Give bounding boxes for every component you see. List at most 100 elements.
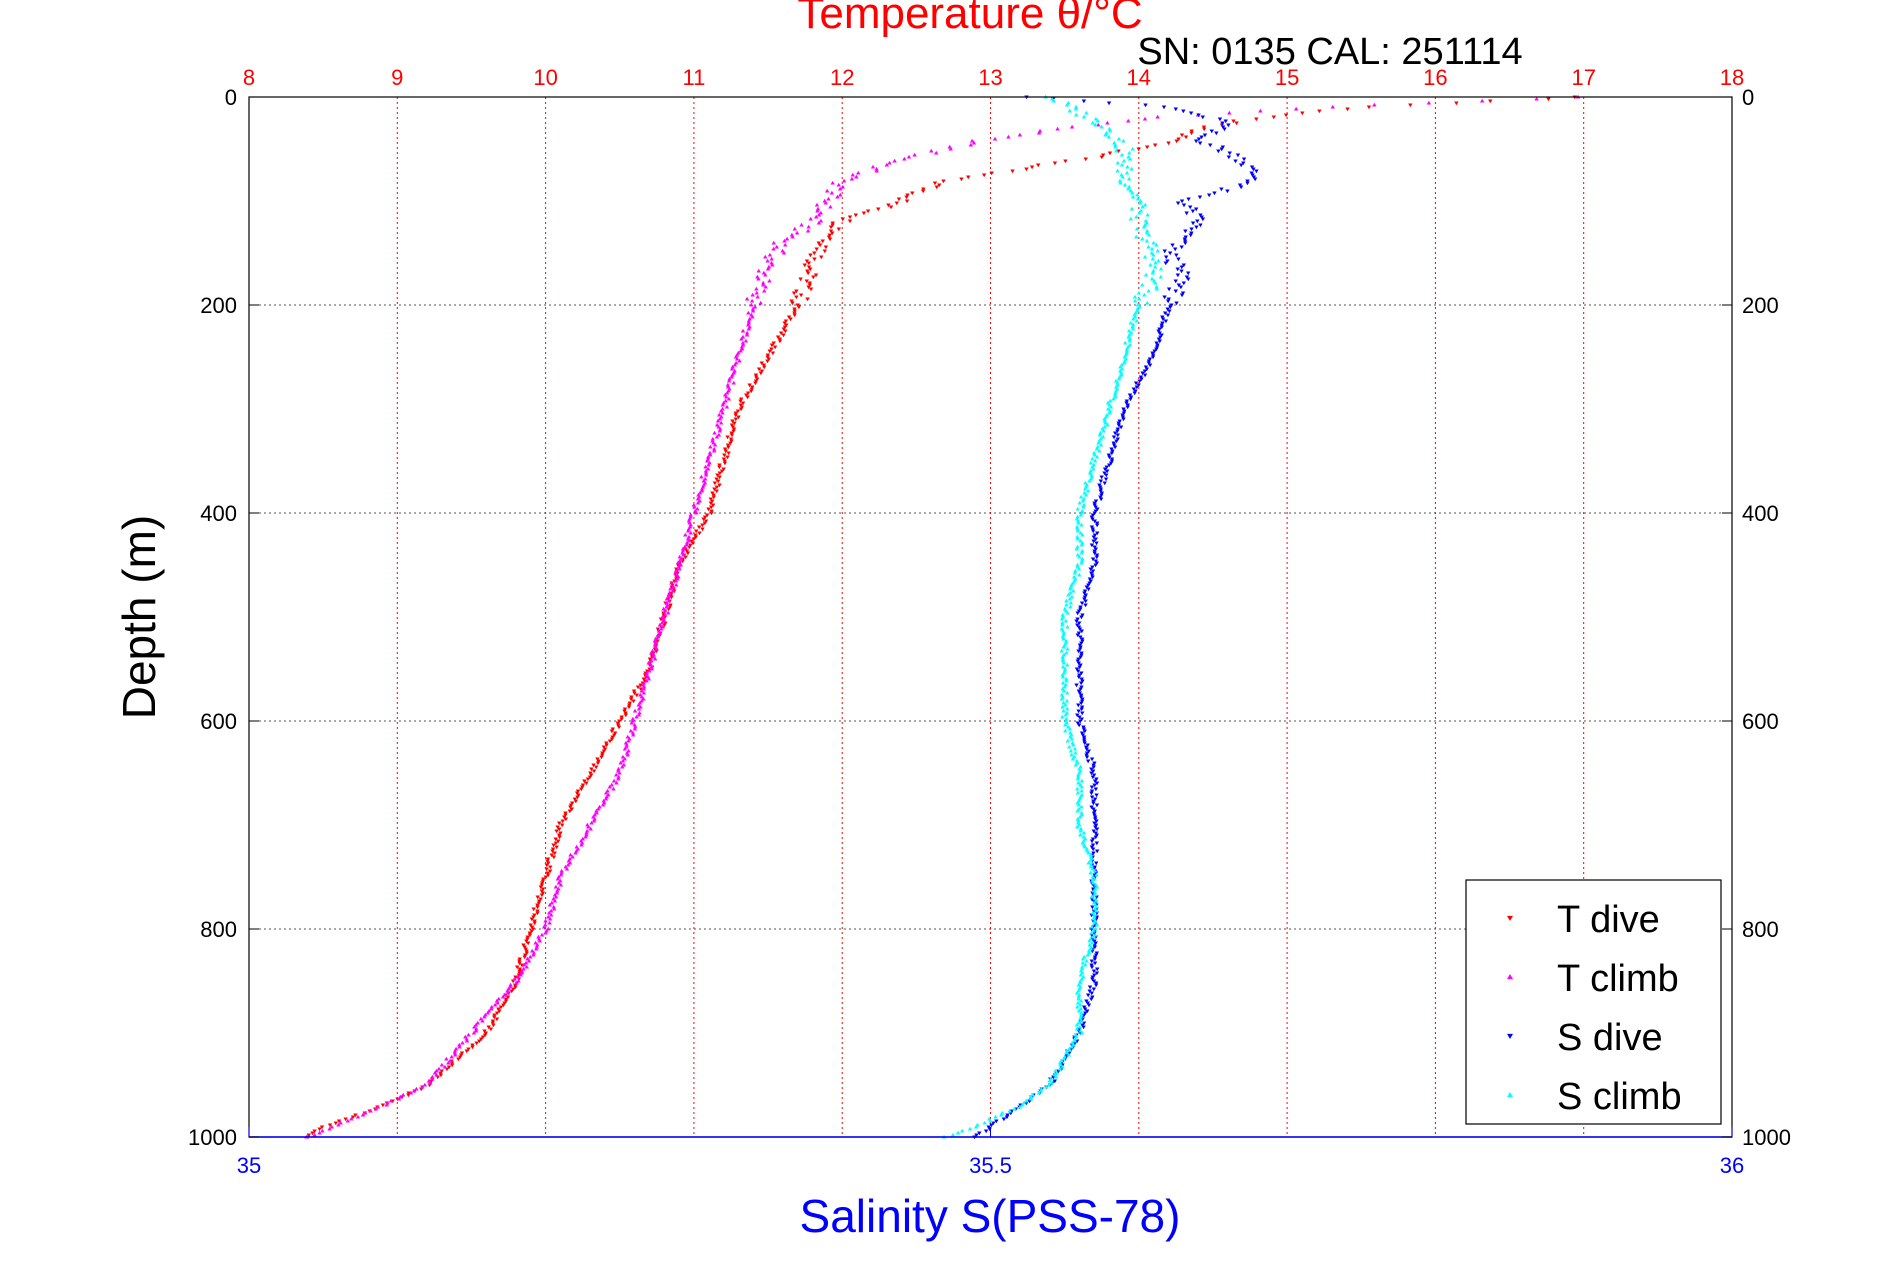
data-point: [1088, 854, 1094, 859]
data-point: [1089, 805, 1094, 810]
data-point: [459, 1051, 465, 1056]
data-point: [1156, 258, 1161, 263]
data-point: [1079, 550, 1085, 555]
data-point: [1081, 737, 1087, 742]
data-point: [1153, 280, 1158, 285]
data-point: [708, 452, 713, 457]
data-point: [547, 920, 552, 925]
data-point: [1061, 688, 1067, 693]
data-point: [1091, 765, 1096, 770]
data-point: [580, 783, 586, 788]
data-point: [755, 294, 760, 299]
data-point: [1099, 155, 1105, 160]
data-point: [709, 511, 714, 516]
data-point: [1121, 360, 1127, 365]
data-point: [616, 766, 621, 771]
data-point: [1125, 405, 1130, 410]
data-point: [1078, 645, 1083, 650]
data-point: [1162, 249, 1167, 254]
data-point: [1174, 253, 1179, 258]
data-point: [1160, 315, 1165, 320]
data-point: [524, 951, 529, 956]
data-point: [1085, 1001, 1090, 1006]
y-axis-label: Depth (m): [113, 515, 165, 719]
data-point: [1069, 124, 1075, 129]
data-point: [320, 1128, 325, 1133]
data-point: [812, 257, 817, 262]
data-point: [622, 756, 628, 761]
data-point: [548, 908, 554, 913]
data-point: [989, 1123, 994, 1128]
data-point: [762, 365, 767, 370]
data-point: [1089, 767, 1094, 772]
data-point: [712, 481, 718, 486]
data-point: [1083, 603, 1088, 608]
data-point: [668, 586, 673, 591]
data-point: [1082, 597, 1087, 602]
data-point: [1093, 825, 1098, 830]
data-point: [1077, 814, 1083, 819]
data-point: [1169, 303, 1174, 308]
data-point: [708, 497, 713, 502]
data-point: [847, 215, 853, 220]
data-point: [1116, 421, 1121, 426]
data-point: [668, 603, 673, 608]
data-point: [623, 713, 628, 718]
data-point: [759, 369, 765, 374]
data-point: [816, 241, 821, 246]
data-point: [1120, 415, 1126, 420]
data-point: [1078, 655, 1083, 660]
data-point: [1142, 292, 1147, 297]
y-tick-label: 800: [200, 917, 237, 942]
data-point: [1083, 962, 1088, 967]
data-point: [1078, 832, 1083, 837]
data-point: [1057, 1060, 1063, 1065]
data-point: [1179, 293, 1185, 298]
data-point: [1202, 133, 1208, 138]
data-point: [679, 556, 684, 561]
data-point: [1075, 808, 1080, 813]
data-point: [576, 793, 581, 798]
data-point: [792, 309, 797, 314]
data-point: [1143, 103, 1148, 108]
data-point: [634, 693, 640, 698]
data-point: [1126, 328, 1132, 333]
data-point: [1084, 585, 1089, 590]
data-point: [1074, 1022, 1080, 1027]
data-point: [745, 391, 751, 396]
data-point: [1546, 97, 1551, 102]
data-point: [606, 792, 611, 797]
data-point: [1107, 408, 1113, 413]
chart-subtitle: SN: 0135 CAL: 251114: [1137, 31, 1522, 73]
data-point: [728, 437, 734, 442]
data-point: [457, 1042, 462, 1047]
data-point: [1092, 452, 1097, 457]
data-point: [1063, 608, 1069, 613]
data-point: [993, 1114, 998, 1119]
data-point: [1090, 843, 1096, 848]
data-point: [1098, 485, 1103, 490]
data-point: [1152, 143, 1158, 148]
data-point: [1168, 305, 1173, 310]
data-point: [847, 219, 853, 224]
data-point: [601, 749, 607, 754]
data-point: [579, 787, 584, 792]
data-point: [802, 263, 807, 268]
data-point: [1079, 653, 1084, 658]
data-point: [514, 965, 520, 970]
data-point: [1151, 268, 1156, 273]
data-point: [746, 310, 751, 315]
data-point: [1098, 487, 1104, 492]
data-point: [884, 162, 889, 167]
data-point: [622, 746, 628, 751]
data-point: [1079, 641, 1084, 646]
data-point: [659, 620, 665, 625]
data-point: [1065, 646, 1070, 651]
data-point: [1075, 824, 1080, 829]
data-point: [519, 968, 525, 973]
data-point: [306, 1133, 311, 1138]
data-point: [1086, 948, 1092, 953]
data-point: [817, 243, 823, 248]
data-point: [1074, 758, 1080, 763]
data-point: [1079, 707, 1084, 712]
